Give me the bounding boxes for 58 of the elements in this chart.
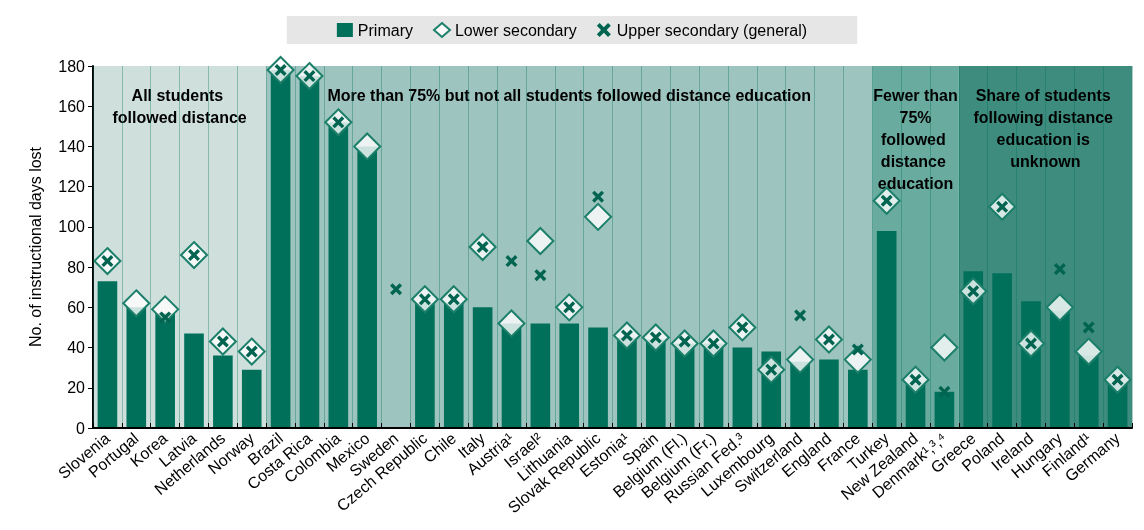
bar <box>732 347 753 428</box>
bar <box>559 323 580 428</box>
bar <box>1050 311 1070 428</box>
point <box>938 385 951 398</box>
y-tick-label: 40 <box>67 339 86 357</box>
point <box>1045 293 1074 322</box>
point <box>851 343 864 356</box>
bar <box>963 271 984 428</box>
point <box>1053 263 1066 276</box>
y-tick-label: 60 <box>67 298 86 316</box>
y-axis-title: No. of instructional days lost <box>26 146 44 348</box>
bar <box>848 369 868 428</box>
bar <box>876 230 897 428</box>
bar <box>992 273 1012 428</box>
y-tick-label: 120 <box>58 178 86 196</box>
bar <box>530 323 551 428</box>
point <box>390 283 403 296</box>
legend-label: Primary <box>357 21 413 39</box>
point <box>584 202 613 231</box>
y-tick-label: 0 <box>76 419 86 437</box>
point <box>1074 337 1103 366</box>
bar <box>443 303 464 428</box>
bar <box>645 339 666 428</box>
bar <box>241 369 262 428</box>
point <box>1082 321 1095 334</box>
point <box>353 132 382 161</box>
bar <box>184 333 204 428</box>
legend-label: Upper secondary (general) <box>616 21 808 39</box>
y-tick-label: 20 <box>67 379 86 397</box>
band-label: Share of students following distance education is unknown <box>973 86 1118 170</box>
y-tick-label: 160 <box>58 97 86 115</box>
bar <box>819 359 839 428</box>
bar <box>588 327 608 428</box>
point <box>592 190 605 203</box>
bar <box>472 307 493 428</box>
point <box>794 309 807 322</box>
point <box>534 269 547 282</box>
band-label: Fewer than 75% followed distance education <box>873 86 958 192</box>
y-tick-label: 140 <box>58 137 86 155</box>
bar <box>1078 355 1099 428</box>
y-tick-label: 80 <box>67 258 86 276</box>
point <box>122 289 151 318</box>
point <box>786 345 815 374</box>
point <box>159 311 172 324</box>
bar <box>126 307 147 428</box>
band-label: All students followed distance <box>112 86 247 126</box>
point <box>526 226 555 255</box>
bar <box>155 313 175 428</box>
bar <box>617 337 637 428</box>
point <box>497 309 526 338</box>
y-tick-label: 100 <box>58 218 86 236</box>
bar <box>97 281 118 428</box>
band-label: More than 75% but not all students followed distance education <box>327 86 812 104</box>
bar <box>213 355 233 428</box>
legend-label: Lower secondary <box>454 21 577 39</box>
point <box>930 333 959 362</box>
y-tick-label: 180 <box>58 57 86 75</box>
bar <box>415 303 435 428</box>
